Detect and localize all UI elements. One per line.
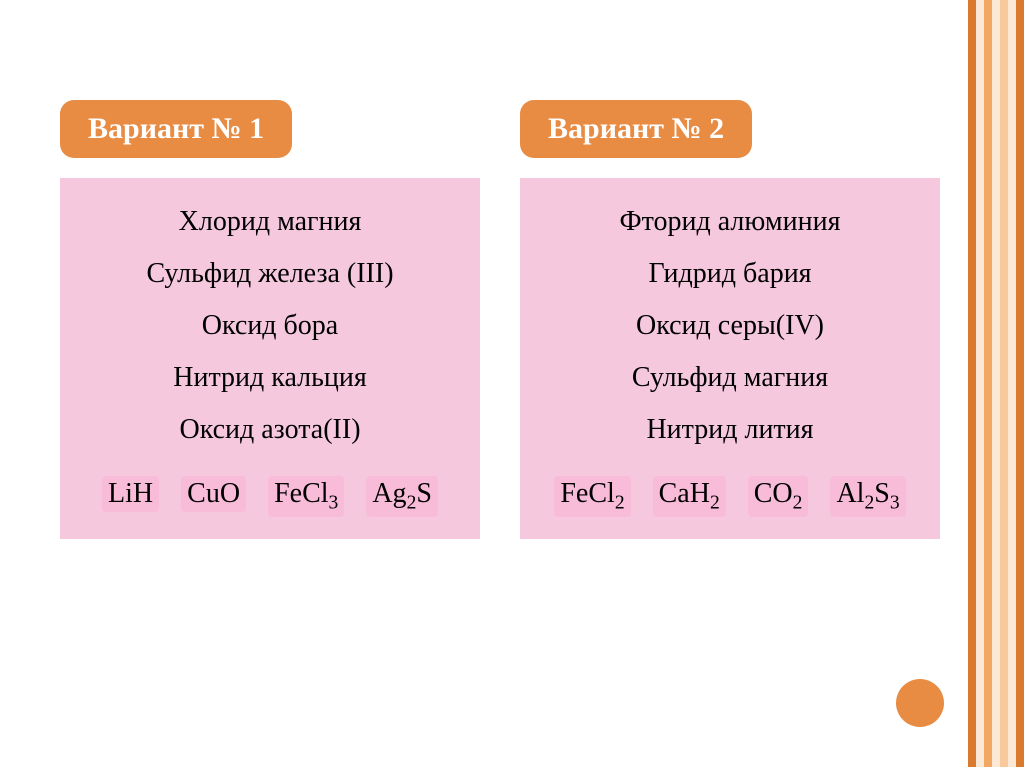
columns: Вариант № 1 Хлорид магния Сульфид железа… [60, 100, 940, 539]
compound-name: Фторид алюминия [530, 196, 930, 248]
chemical-formula: Al2S3 [830, 476, 905, 517]
chemical-formula: Ag2S [366, 476, 438, 517]
variant-1-badge: Вариант № 1 [60, 100, 292, 158]
stripe [1016, 0, 1024, 767]
compound-name: Хлорид магния [70, 196, 470, 248]
stripe [992, 0, 1000, 767]
chemical-formula: FeCl3 [268, 476, 344, 517]
compound-name: Оксид бора [70, 300, 470, 352]
stripe [976, 0, 984, 767]
chemical-formula: LiH [102, 476, 159, 512]
side-stripes [968, 0, 1024, 767]
compound-name: Нитрид лития [530, 404, 930, 456]
compound-name: Оксид серы(IV) [530, 300, 930, 352]
compound-name: Сульфид железа (III) [70, 248, 470, 300]
compound-name: Сульфид магния [530, 352, 930, 404]
corner-circle-icon [896, 679, 944, 727]
variant-2-formulas: FeCl2 CaH2 CO2 Al2S3 [530, 462, 930, 517]
stripe [1008, 0, 1016, 767]
stripe [1000, 0, 1008, 767]
compound-name: Оксид азота(II) [70, 404, 470, 456]
stripe [984, 0, 992, 767]
variant-2-column: Вариант № 2 Фторид алюминия Гидрид бария… [520, 100, 940, 539]
variant-1-column: Вариант № 1 Хлорид магния Сульфид железа… [60, 100, 480, 539]
chemical-formula: CuO [181, 476, 246, 512]
chemical-formula: FeCl2 [554, 476, 630, 517]
compound-name: Гидрид бария [530, 248, 930, 300]
variant-2-list: Фторид алюминия Гидрид бария Оксид серы(… [520, 178, 940, 539]
compound-name: Нитрид кальция [70, 352, 470, 404]
chemical-formula: CO2 [748, 476, 809, 517]
variant-1-formulas: LiH CuO FeCl3 Ag2S [70, 462, 470, 517]
chemical-formula: CaH2 [653, 476, 726, 517]
stripe [968, 0, 976, 767]
slide-content: Вариант № 1 Хлорид магния Сульфид железа… [60, 100, 940, 539]
variant-2-badge: Вариант № 2 [520, 100, 752, 158]
variant-1-list: Хлорид магния Сульфид железа (III) Оксид… [60, 178, 480, 539]
